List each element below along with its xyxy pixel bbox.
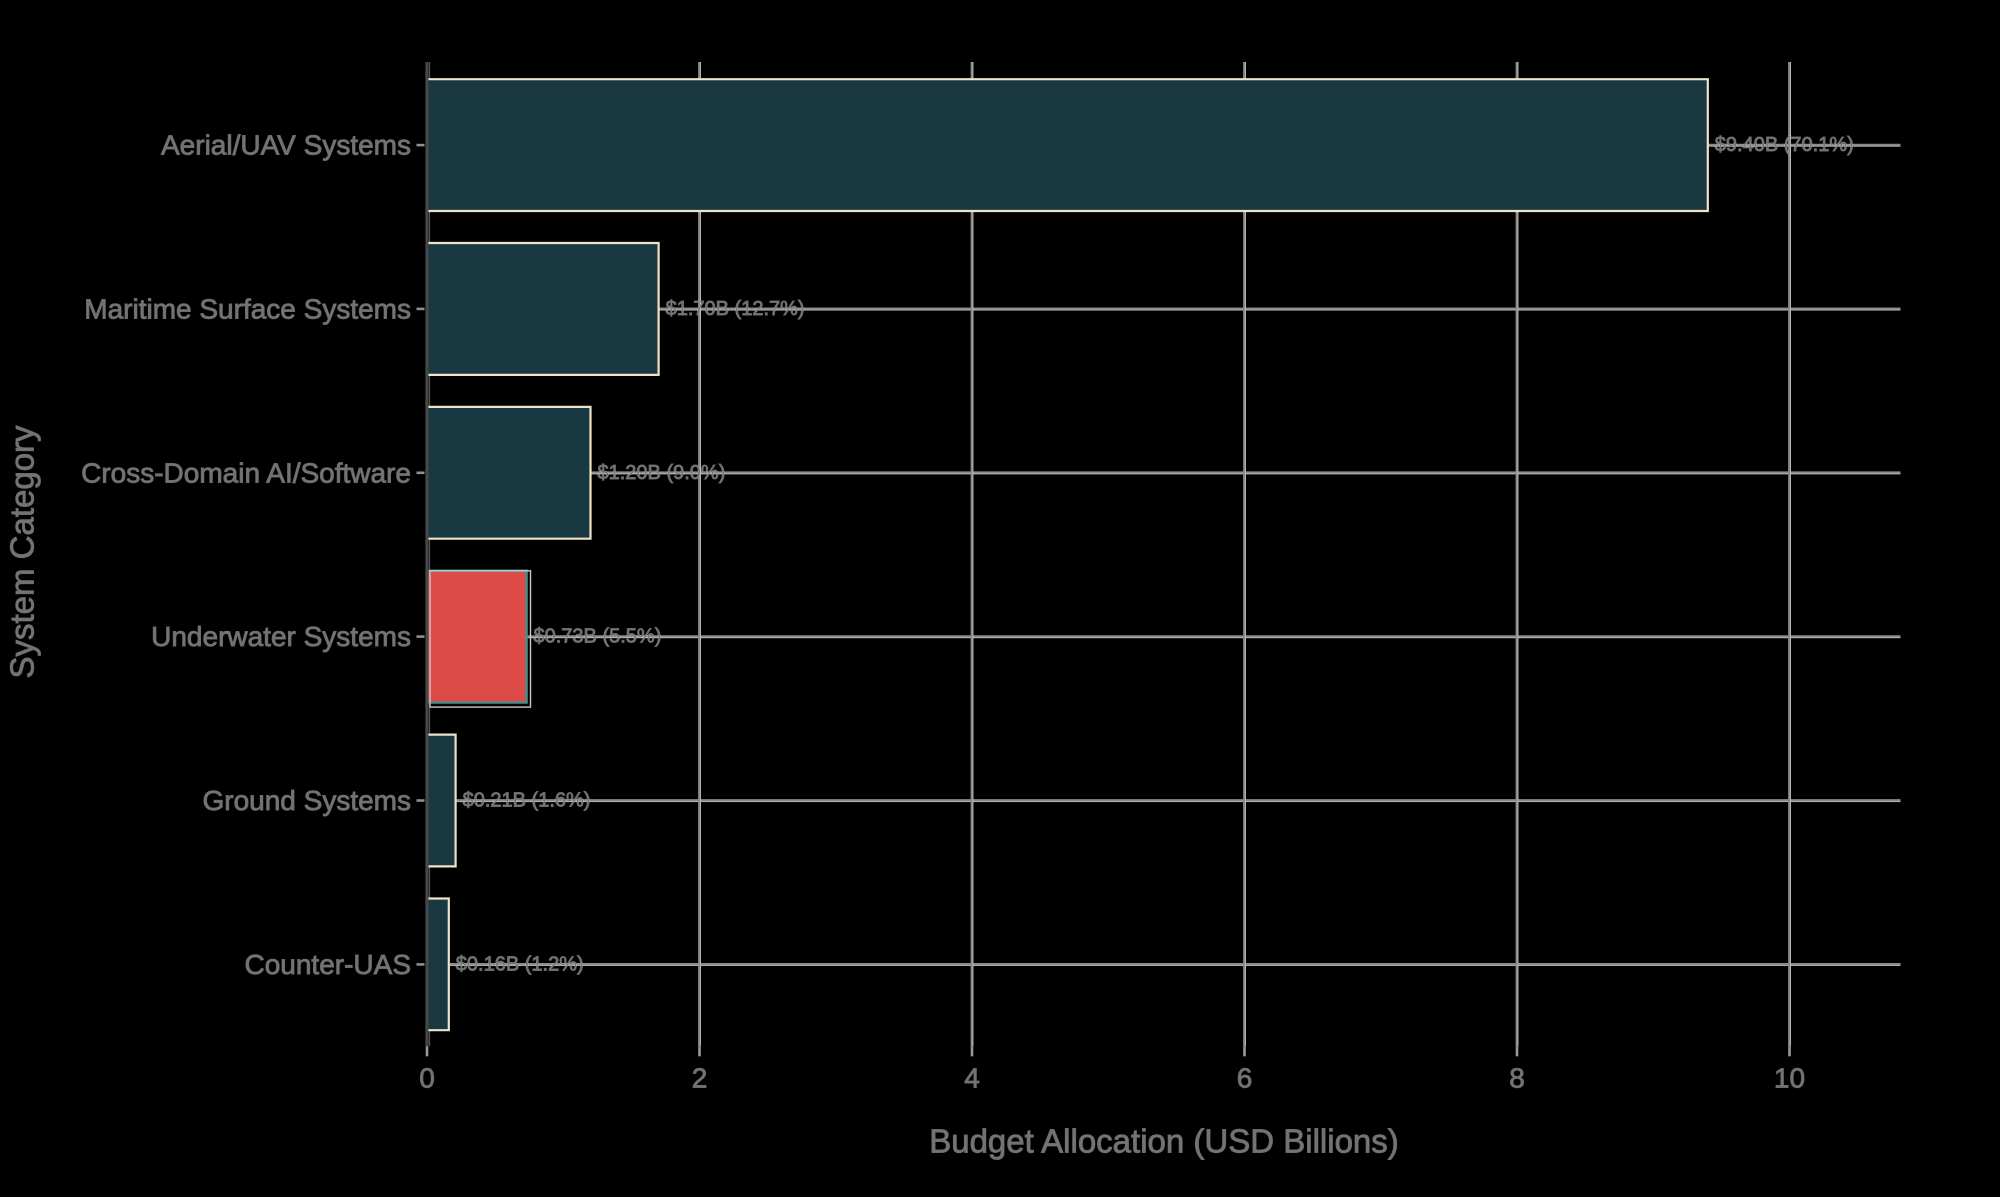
svg-text:Counter-UAS: Counter-UAS <box>244 949 411 980</box>
svg-text:Budget Allocation (USD Billion: Budget Allocation (USD Billions) <box>929 1123 1399 1160</box>
svg-text:System Category: System Category <box>4 425 41 679</box>
svg-text:Cross-Domain AI/Software: Cross-Domain AI/Software <box>81 457 411 488</box>
svg-text:$0.73B (5.5%): $0.73B (5.5%) <box>534 626 662 648</box>
svg-text:Maritime Surface Systems: Maritime Surface Systems <box>84 293 411 324</box>
svg-text:$1.70B (12.7%): $1.70B (12.7%) <box>666 298 805 320</box>
svg-text:$0.21B (1.6%): $0.21B (1.6%) <box>463 790 591 812</box>
svg-text:2: 2 <box>692 1063 708 1094</box>
svg-text:Underwater Systems: Underwater Systems <box>151 621 411 652</box>
svg-text:4: 4 <box>964 1063 980 1094</box>
svg-text:Ground Systems: Ground Systems <box>202 785 411 816</box>
svg-text:$9.40B (70.1%): $9.40B (70.1%) <box>1715 134 1854 156</box>
svg-text:0: 0 <box>419 1063 435 1094</box>
svg-text:10: 10 <box>1774 1063 1805 1094</box>
svg-text:6: 6 <box>1237 1063 1253 1094</box>
svg-text:$0.16B (1.2%): $0.16B (1.2%) <box>456 953 584 975</box>
svg-text:8: 8 <box>1509 1063 1525 1094</box>
svg-text:$1.20B (9.0%): $1.20B (9.0%) <box>598 462 726 484</box>
svg-text:Aerial/UAV Systems: Aerial/UAV Systems <box>161 130 411 161</box>
